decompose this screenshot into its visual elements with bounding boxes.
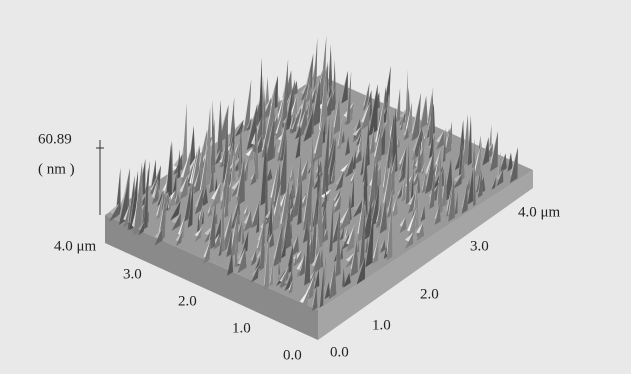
z-unit-label: ( nm ) (38, 161, 75, 177)
left-tick-label: 0.0 (283, 347, 302, 363)
right-tick-label: 3.0 (470, 238, 489, 254)
left-tick-label: 3.0 (123, 266, 142, 282)
left-tick-label: 2.0 (178, 293, 197, 309)
right-tick-label: 0.0 (330, 344, 349, 360)
right-tick-label: 2.0 (420, 286, 439, 302)
left-tick-label: 1.0 (232, 320, 251, 336)
left-tick-label: 4.0 μm (54, 238, 97, 254)
afm-figure: 60.89 ( nm ) 4.0 μm 3.0 2.0 1.0 0.0 0.0 … (0, 0, 631, 374)
z-max-label: 60.89 (38, 131, 72, 147)
right-tick-label: 4.0 μm (518, 204, 561, 220)
right-tick-label: 1.0 (372, 317, 391, 333)
